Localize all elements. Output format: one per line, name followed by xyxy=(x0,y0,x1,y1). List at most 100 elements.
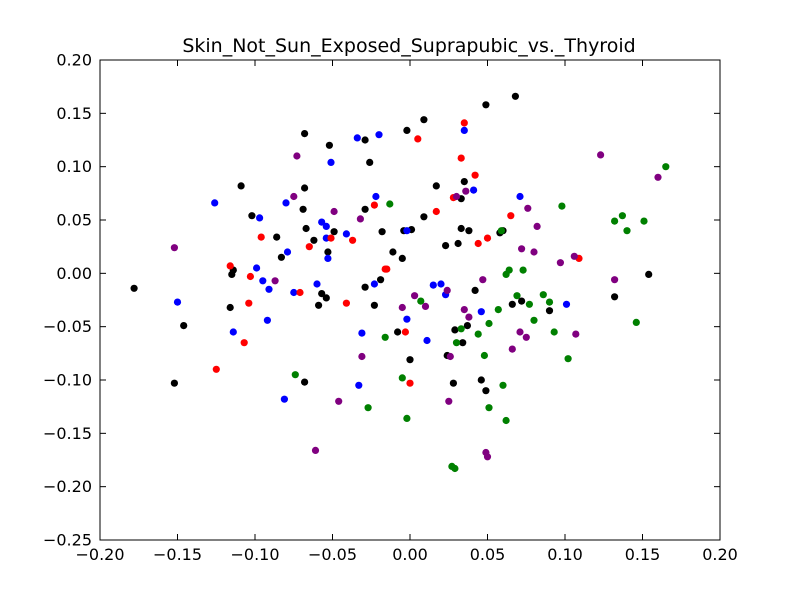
scatter-point xyxy=(282,199,290,207)
scatter-point xyxy=(417,297,425,305)
scatter-point xyxy=(562,300,571,308)
scatter-point xyxy=(403,227,411,235)
scatter-point xyxy=(383,265,391,273)
scatter-point xyxy=(271,277,279,285)
scatter-point xyxy=(454,239,462,248)
scatter-point xyxy=(516,192,524,201)
scatter-point xyxy=(403,126,411,134)
y-tick-label: −0.10 xyxy=(43,371,92,390)
scatter-point xyxy=(533,222,541,230)
scatter-point xyxy=(443,286,451,294)
scatter-point xyxy=(497,227,505,235)
scatter-point xyxy=(311,446,320,454)
scatter-point xyxy=(432,182,440,190)
scatter-point xyxy=(502,416,510,425)
scatter-point xyxy=(449,379,457,387)
scatter-point xyxy=(372,192,380,201)
scatter-point xyxy=(310,236,318,244)
scatter-point xyxy=(277,253,285,261)
scatter-point xyxy=(519,266,527,274)
scatter-point xyxy=(611,276,619,284)
scatter-point xyxy=(421,302,430,310)
scatter-point xyxy=(290,192,298,201)
scatter-point xyxy=(349,236,357,244)
scatter-point xyxy=(558,202,566,210)
scatter-point xyxy=(485,404,493,412)
scatter-point xyxy=(423,336,431,345)
scatter-point xyxy=(460,306,468,314)
scatter-point xyxy=(322,294,330,302)
scatter-point xyxy=(327,158,335,166)
x-tick-label: −0.10 xyxy=(230,545,279,564)
scatter-point xyxy=(305,243,313,251)
data-points xyxy=(130,92,670,473)
scatter-point xyxy=(173,298,182,306)
scatter-point xyxy=(283,248,292,256)
scatter-point xyxy=(524,204,532,212)
scatter-point xyxy=(483,234,492,242)
scatter-point xyxy=(355,381,363,389)
scatter-point xyxy=(645,270,653,278)
scatter-point xyxy=(370,301,378,309)
scatter-point xyxy=(511,92,519,100)
scatter-point xyxy=(470,186,478,194)
scatter-point xyxy=(518,245,526,253)
y-tick-label: 0.10 xyxy=(56,157,92,176)
scatter-point xyxy=(280,395,288,403)
y-tick-label: 0.15 xyxy=(56,104,92,123)
scatter-point xyxy=(611,217,619,225)
scatter-point xyxy=(618,212,627,220)
scatter-point xyxy=(301,378,309,386)
scatter-point xyxy=(474,330,482,338)
scatter-point xyxy=(570,252,578,260)
x-tick-label: 0.00 xyxy=(392,545,428,564)
scatter-point xyxy=(662,163,670,171)
scatter-point xyxy=(508,345,516,353)
scatter-point xyxy=(358,352,366,361)
scatter-point xyxy=(381,333,389,341)
scatter-point xyxy=(477,308,485,316)
scatter-point xyxy=(265,285,273,293)
x-tick-label: 0.05 xyxy=(470,545,506,564)
scatter-point xyxy=(462,187,470,195)
scatter-point xyxy=(170,244,178,252)
scatter-point xyxy=(313,280,321,288)
scatter-point xyxy=(386,200,394,208)
scatter-point xyxy=(530,248,538,256)
scatter-point xyxy=(530,316,538,324)
scatter-point xyxy=(482,387,490,395)
scatter-point xyxy=(364,404,372,412)
y-tick-label: 0.20 xyxy=(56,51,92,70)
scatter-point xyxy=(377,276,385,284)
y-tick-label: 0.00 xyxy=(56,264,92,283)
scatter-point xyxy=(457,154,465,162)
scatter-point xyxy=(429,281,437,289)
scatter-point xyxy=(325,141,333,149)
scatter-point xyxy=(516,328,524,336)
scatter-point xyxy=(335,397,343,405)
scatter-point xyxy=(446,352,454,361)
scatter-point xyxy=(246,272,254,281)
scatter-point xyxy=(370,280,378,288)
scatter-point xyxy=(398,254,406,262)
scatter-point xyxy=(389,248,397,256)
scatter-point xyxy=(477,376,485,384)
scatter-point xyxy=(499,381,507,389)
scatter-point xyxy=(398,303,406,312)
scatter-point xyxy=(459,339,467,347)
scatter-point xyxy=(452,339,461,347)
scatter-point xyxy=(485,319,493,328)
scatter-point xyxy=(229,328,237,336)
y-tick-label: −0.25 xyxy=(43,531,92,550)
scatter-point xyxy=(398,374,406,382)
scatter-point xyxy=(293,152,301,160)
scatter-point xyxy=(550,328,558,336)
scatter-point xyxy=(290,288,298,297)
y-tick-label: 0.05 xyxy=(56,211,92,230)
y-tick-label: −0.15 xyxy=(43,424,92,443)
scatter-point xyxy=(318,290,326,298)
scatter-point xyxy=(403,414,411,422)
scatter-point xyxy=(420,116,428,124)
scatter-point xyxy=(463,322,471,330)
scatter-point xyxy=(342,230,350,238)
